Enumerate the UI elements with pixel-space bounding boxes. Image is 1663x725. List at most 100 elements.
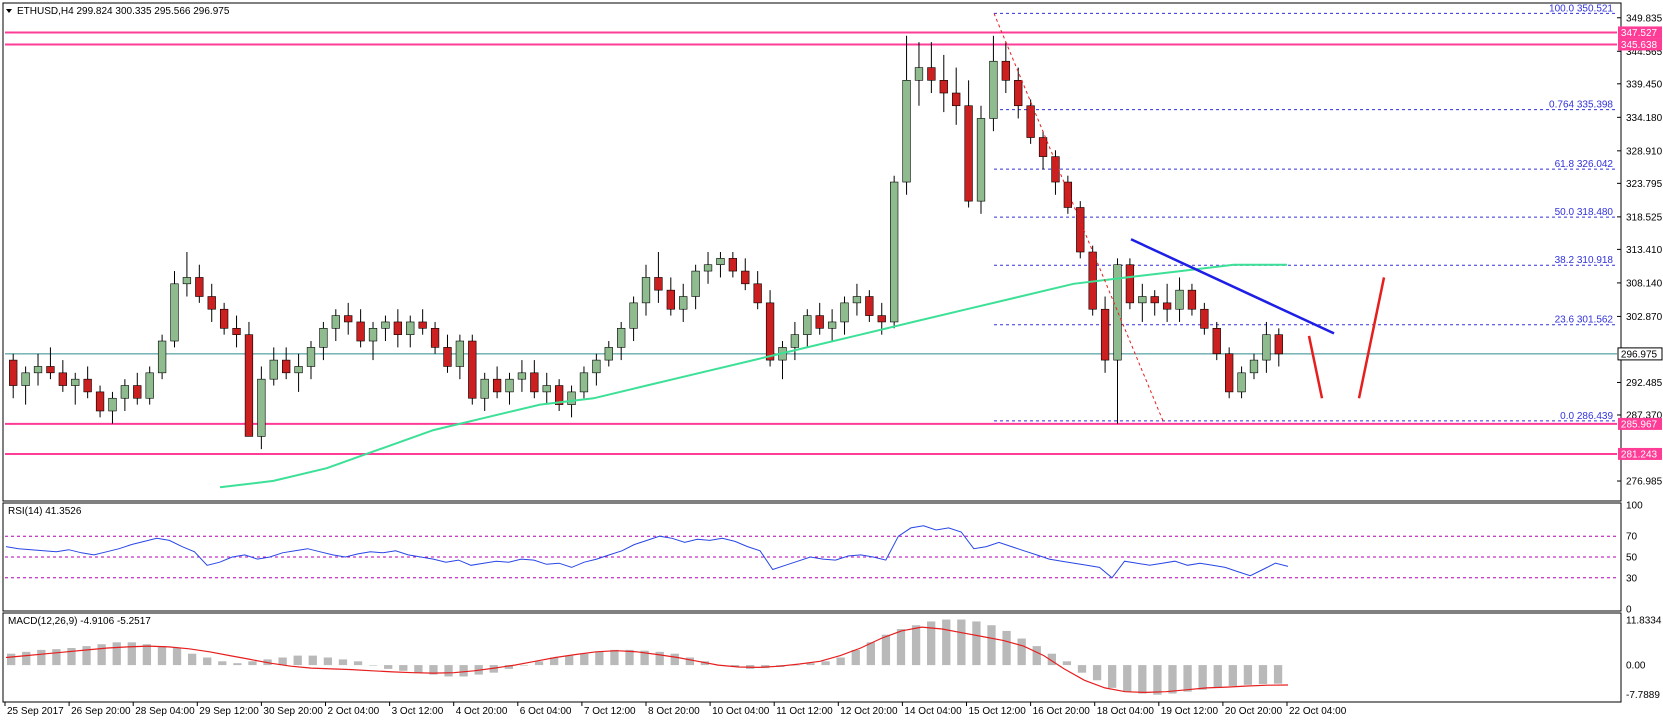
- macd-histogram-bar: [549, 657, 559, 666]
- macd-histogram-bar: [957, 619, 966, 666]
- bear-candle: [865, 296, 874, 316]
- bear-candle: [1051, 156, 1060, 183]
- rsi-tick-label: 0: [1626, 605, 1632, 616]
- bear-candle: [964, 105, 973, 202]
- macd-histogram-bar: [112, 642, 121, 666]
- bear-candle: [1274, 334, 1283, 355]
- price-tick-label: 287.370: [1626, 410, 1663, 421]
- macd-histogram-bar: [444, 665, 453, 677]
- fib-label: 23.6 301.562: [1555, 315, 1614, 326]
- bull-candle: [1175, 289, 1184, 310]
- bull-candle: [827, 321, 837, 329]
- level-tag: [1618, 38, 1662, 51]
- bull-candle: [890, 181, 899, 323]
- fib-label: 0.0 286.439: [1560, 411, 1613, 422]
- macd-histogram-bar: [1153, 665, 1162, 695]
- bear-candle: [741, 270, 750, 285]
- bull-candle: [331, 315, 340, 329]
- bear-candle: [232, 328, 241, 335]
- macd-histogram-bar: [459, 665, 468, 677]
- projection-up-arrow: [1357, 277, 1386, 399]
- bear-candle: [815, 315, 824, 329]
- macd-histogram-bar: [22, 651, 31, 666]
- time-tick-label: 3 Oct 12:00: [392, 706, 444, 717]
- bull-candle: [790, 334, 800, 348]
- macd-histogram-bar: [1183, 665, 1192, 692]
- macd-histogram-bar: [927, 621, 936, 666]
- bull-candle: [108, 397, 117, 412]
- bull-candle: [480, 378, 489, 399]
- bull-candle: [381, 321, 390, 329]
- level-tag-label: 281.243: [1621, 449, 1658, 460]
- macd-histogram-bar: [670, 653, 679, 666]
- time-tick-label: 10 Oct 04:00: [712, 706, 770, 717]
- price-tick-label: 328.910: [1626, 146, 1663, 157]
- bull-candle: [1138, 296, 1147, 304]
- macd-histogram-bar: [278, 657, 287, 666]
- macd-histogram-bar: [972, 621, 981, 666]
- bear-candle: [468, 340, 477, 399]
- bear-candle: [133, 385, 142, 399]
- time-tick-label: 18 Oct 04:00: [1097, 706, 1155, 717]
- bear-candle: [927, 67, 936, 81]
- price-tick-label: 292.485: [1626, 378, 1663, 389]
- macd-histogram-bar: [1258, 665, 1268, 685]
- macd-histogram-bar: [1138, 665, 1147, 694]
- macd-histogram-bar: [1273, 665, 1283, 684]
- macd-histogram-bar: [911, 625, 921, 666]
- price-tick-label: 339.450: [1626, 79, 1663, 90]
- bull-candle: [989, 60, 998, 119]
- macd-histogram-bar: [233, 663, 242, 666]
- rsi-tick-label: 70: [1626, 532, 1638, 543]
- macd-panel: [2, 612, 1622, 703]
- price-tick-label: 318.525: [1626, 212, 1663, 223]
- level-tag-label: 285.967: [1621, 419, 1658, 430]
- macd-histogram-bar: [519, 665, 529, 666]
- macd-title: MACD(12,26,9) -4.9106 -5.2517: [8, 616, 151, 627]
- swing-diagonal-line: [993, 13, 1164, 422]
- time-tick-label: 16 Oct 20:00: [1033, 706, 1091, 717]
- macd-histogram-bar: [323, 657, 333, 666]
- bull-candle: [716, 258, 725, 266]
- main-panel: [2, 2, 1622, 502]
- bull-candle: [579, 372, 589, 393]
- macd-histogram-bar: [353, 661, 363, 666]
- bear-candle: [95, 391, 105, 412]
- bear-candle: [1038, 137, 1048, 157]
- bear-candle: [666, 289, 675, 310]
- bull-candle: [592, 359, 601, 374]
- bear-candle: [1200, 308, 1209, 329]
- bull-candle: [157, 340, 167, 374]
- bear-candle: [443, 347, 452, 367]
- bull-candle: [21, 372, 30, 386]
- fib-label: 0.764 335.398: [1549, 100, 1613, 111]
- macd-histogram-bar: [1213, 665, 1222, 688]
- bull-candle: [617, 328, 626, 348]
- bear-candle: [1026, 105, 1035, 138]
- level-tag: [1618, 447, 1662, 460]
- bull-candle: [406, 321, 415, 335]
- moving-average-line: [219, 263, 1287, 489]
- macd-histogram-bar: [52, 649, 61, 666]
- price-tick-label: 344.565: [1626, 47, 1663, 58]
- time-tick-label: 12 Oct 20:00: [840, 706, 898, 717]
- rsi-panel: [2, 502, 1622, 612]
- bull-candle: [852, 296, 862, 304]
- macd-histogram-bar: [368, 665, 378, 666]
- bull-candle: [257, 378, 266, 437]
- bear-candle: [728, 258, 738, 272]
- macd-histogram-bar: [157, 646, 167, 666]
- price-tick-label: 308.140: [1626, 278, 1663, 289]
- level-tag: [1618, 417, 1662, 430]
- bull-candle: [641, 277, 651, 304]
- bear-candle: [282, 359, 291, 374]
- bear-candle: [58, 372, 67, 386]
- bull-candle: [567, 391, 576, 405]
- time-tick-label: 25 Sep 2017: [7, 706, 64, 717]
- macd-histogram-bar: [248, 661, 257, 666]
- time-tick-label: 28 Sep 04:00: [135, 706, 195, 717]
- macd-histogram-bar: [821, 661, 830, 666]
- macd-histogram-bar: [1092, 665, 1102, 681]
- collapse-triangle-icon[interactable]: [6, 9, 12, 13]
